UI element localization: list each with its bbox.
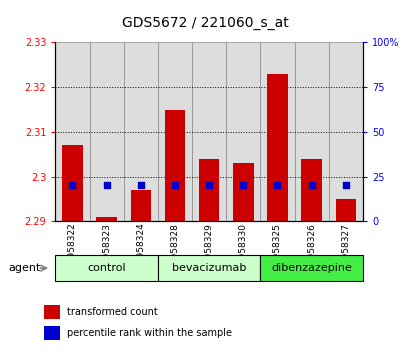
FancyBboxPatch shape (55, 42, 89, 221)
Bar (45, 305, 60, 319)
Text: GDS5672 / 221060_s_at: GDS5672 / 221060_s_at (121, 16, 288, 30)
Text: transformed count: transformed count (67, 307, 157, 317)
Bar (232, 163, 253, 221)
Text: bevacizumab: bevacizumab (171, 263, 246, 273)
Point (342, 183, 348, 188)
FancyBboxPatch shape (260, 42, 294, 221)
Point (308, 183, 314, 188)
Point (274, 183, 280, 188)
FancyBboxPatch shape (191, 42, 226, 221)
Point (69, 183, 76, 188)
FancyBboxPatch shape (157, 42, 191, 221)
Bar (301, 159, 321, 221)
Text: control: control (87, 263, 126, 273)
FancyBboxPatch shape (260, 255, 362, 281)
FancyBboxPatch shape (124, 42, 157, 221)
Point (171, 183, 178, 188)
Bar (267, 74, 287, 221)
Bar (130, 190, 151, 221)
Text: percentile rank within the sample: percentile rank within the sample (67, 328, 231, 338)
Bar (45, 326, 60, 340)
Bar (198, 159, 219, 221)
Bar (96, 217, 117, 221)
Point (103, 183, 110, 188)
Bar (335, 199, 355, 221)
Point (205, 183, 212, 188)
FancyBboxPatch shape (89, 42, 124, 221)
Bar (164, 109, 185, 221)
Point (239, 183, 246, 188)
FancyBboxPatch shape (55, 255, 157, 281)
Text: agent: agent (8, 263, 40, 273)
Point (137, 183, 144, 188)
FancyBboxPatch shape (328, 42, 362, 221)
Bar (62, 145, 83, 221)
FancyBboxPatch shape (294, 42, 328, 221)
FancyBboxPatch shape (157, 255, 260, 281)
Text: dibenzazepine: dibenzazepine (270, 263, 351, 273)
FancyBboxPatch shape (226, 42, 260, 221)
